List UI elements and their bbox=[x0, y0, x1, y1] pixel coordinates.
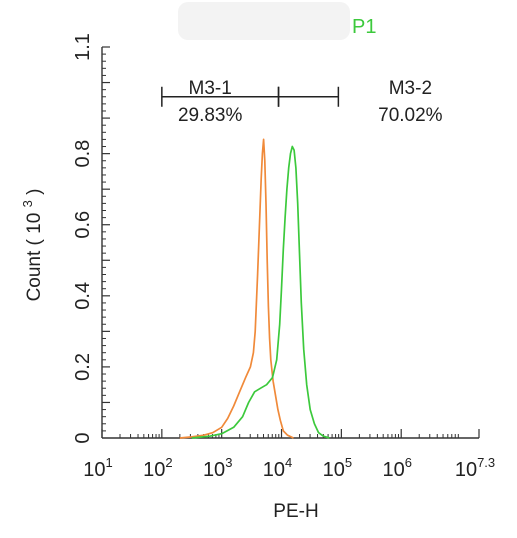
x-tick-label: 102 bbox=[143, 455, 172, 481]
y-axis-title: Count ( 10 3 ) bbox=[16, 189, 45, 302]
series-layer bbox=[179, 138, 330, 439]
marker-name: M3-2 bbox=[389, 78, 432, 99]
y-tick-label: 0.4 bbox=[72, 282, 94, 310]
y-axis-title-close-paren: ) bbox=[24, 189, 45, 195]
y-tick-label: 0.8 bbox=[72, 140, 94, 168]
y-tick-label: 0 bbox=[72, 432, 94, 443]
ticks: 101 102 103 104 105 106 107.300.20.40.60.81.1 bbox=[72, 33, 495, 481]
x-tick-label-exp: 4 bbox=[285, 455, 292, 470]
gate-name-label: P1 bbox=[352, 16, 376, 38]
marker-percent: 70.02% bbox=[378, 105, 443, 126]
markers-layer: M3-1 29.83% M3-2 70.02% bbox=[161, 78, 443, 126]
y-axis-title-open-paren: ( bbox=[24, 238, 45, 245]
x-tick-label: 101 bbox=[83, 455, 112, 481]
y-tick-label: 1.1 bbox=[72, 33, 94, 61]
x-tick-label-exp: 3 bbox=[225, 455, 232, 470]
histogram-curve bbox=[179, 138, 294, 439]
x-tick-label-exp: 2 bbox=[165, 455, 172, 470]
axes bbox=[101, 47, 479, 439]
y-tick-label: 0.2 bbox=[72, 353, 94, 381]
y-axis-title-text: Count bbox=[24, 250, 45, 301]
x-tick-label: 105 bbox=[323, 455, 352, 481]
x-tick-label-base: 10 bbox=[203, 459, 225, 481]
x-tick-label-base: 10 bbox=[83, 459, 105, 481]
x-tick-label-exp: 6 bbox=[405, 455, 412, 470]
x-tick-label-exp: 5 bbox=[345, 455, 352, 470]
marker-percent: 29.83% bbox=[178, 105, 243, 126]
x-tick-label-base: 10 bbox=[323, 459, 345, 481]
x-tick-label: 104 bbox=[263, 455, 292, 481]
x-tick-label-base: 10 bbox=[143, 459, 165, 481]
y-axis-title-unit-base: 10 bbox=[24, 213, 45, 234]
x-tick-label: 103 bbox=[203, 455, 232, 481]
x-tick-label-base: 10 bbox=[382, 459, 404, 481]
x-tick-label: 106 bbox=[382, 455, 411, 481]
histogram-curve bbox=[191, 145, 330, 439]
x-tick-label-base: 10 bbox=[263, 459, 285, 481]
x-tick-label: 107.3 bbox=[455, 455, 495, 481]
x-tick-label-base: 10 bbox=[455, 459, 477, 481]
x-tick-label-exp: 7.3 bbox=[477, 455, 495, 470]
x-axis-title: PE-H bbox=[273, 501, 318, 522]
blurred-title-region bbox=[178, 2, 350, 40]
marker-name: M3-1 bbox=[189, 78, 232, 99]
y-axis-title-unit-exp: 3 bbox=[20, 200, 35, 207]
y-tick-label: 0.6 bbox=[72, 211, 94, 239]
x-tick-label-exp: 1 bbox=[106, 455, 113, 470]
